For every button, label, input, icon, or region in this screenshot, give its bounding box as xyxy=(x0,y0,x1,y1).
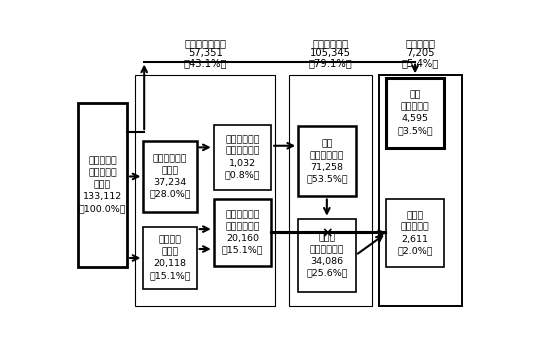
Bar xyxy=(378,75,462,306)
Bar xyxy=(298,126,356,196)
Text: （5.4%）: （5.4%） xyxy=(402,58,439,68)
Text: ×: × xyxy=(321,226,333,240)
Bar xyxy=(144,227,197,289)
Bar xyxy=(213,125,271,190)
Text: 最終処分量: 最終処分量 xyxy=(405,39,435,48)
Text: 自社中間処理
対象量
37,234
（28.0%）: 自社中間処理 対象量 37,234 （28.0%） xyxy=(149,154,191,199)
Bar xyxy=(213,199,271,266)
Text: （79.1%）: （79.1%） xyxy=(309,58,352,68)
Bar xyxy=(289,75,372,306)
Text: 処理後
再資源化物量
34,086
（25.6%）: 処理後 再資源化物量 34,086 （25.6%） xyxy=(306,233,348,278)
Text: 処理後
最終処分量
2,611
（2.0%）: 処理後 最終処分量 2,611 （2.0%） xyxy=(397,211,433,255)
Bar xyxy=(78,103,127,267)
Text: 105,345: 105,345 xyxy=(310,48,351,58)
Text: 直接
最終処分量
4,595
（3.5%）: 直接 最終処分量 4,595 （3.5%） xyxy=(397,91,433,135)
Text: 直接
再資源化物量
71,258
（53.5%）: 直接 再資源化物量 71,258 （53.5%） xyxy=(306,139,348,183)
Text: 産業廃棄物
有価発生物
発生量
133,112
（100.0%）: 産業廃棄物 有価発生物 発生量 133,112 （100.0%） xyxy=(79,157,126,213)
Bar xyxy=(144,141,197,212)
Text: 中間処理
委託量
20,118
（15.1%）: 中間処理 委託量 20,118 （15.1%） xyxy=(149,236,191,280)
Text: 自社中間処理
後処理委託量
1,032
（0.8%）: 自社中間処理 後処理委託量 1,032 （0.8%） xyxy=(225,135,260,179)
Bar xyxy=(298,219,356,292)
Text: （43.1%）: （43.1%） xyxy=(183,58,227,68)
Bar xyxy=(135,75,276,306)
Text: 7,205: 7,205 xyxy=(406,48,434,58)
Text: 57,351: 57,351 xyxy=(188,48,223,58)
Bar xyxy=(386,199,444,267)
Text: 中間処理対象量: 中間処理対象量 xyxy=(184,39,226,48)
Bar xyxy=(386,78,444,148)
Text: 再資源化物量: 再資源化物量 xyxy=(312,39,348,48)
Text: 自社中間処理
後最終残さ量
20,160
（15.1%）: 自社中間処理 後最終残さ量 20,160 （15.1%） xyxy=(222,210,263,255)
